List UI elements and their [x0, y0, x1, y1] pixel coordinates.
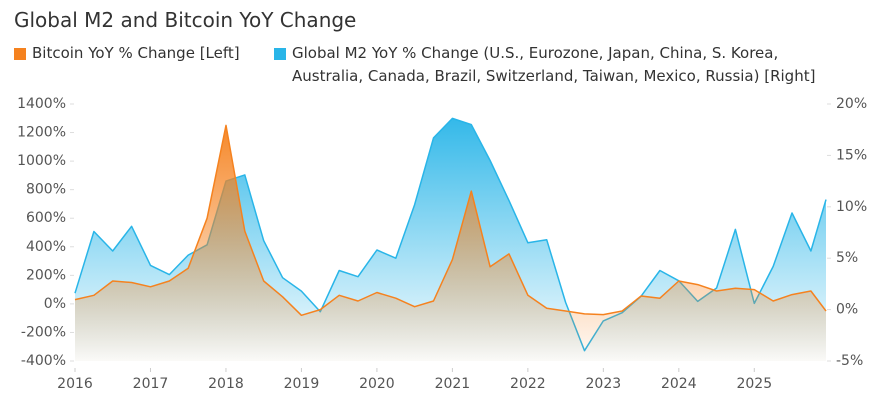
x-tick-label: 2024: [661, 376, 697, 392]
y-tick-label: 0%: [44, 296, 66, 312]
y-tick-label: 800%: [26, 182, 66, 198]
x-tick-label: 2020: [359, 376, 395, 392]
y-tick-label: 1200%: [17, 125, 66, 141]
y2-tick-label: 10%: [836, 199, 867, 215]
y2-tick-label: 0%: [836, 302, 858, 318]
y-tick-label: 400%: [26, 239, 66, 255]
x-tick-label: 2025: [736, 376, 772, 392]
legend-label: Bitcoin YoY % Change [Left]: [32, 44, 240, 62]
legend-label: Global M2 YoY % Change (U.S., Eurozone, …: [292, 44, 816, 85]
area: [75, 125, 826, 362]
x-tick-label: 2021: [435, 376, 471, 392]
legend-item: Global M2 YoY % Change (U.S., Eurozone, …: [274, 42, 854, 88]
line: [74, 124, 827, 317]
y2-tick-label: 15%: [836, 147, 867, 163]
y2-tick-label: -5%: [836, 353, 863, 369]
y2-tick-label: 20%: [836, 96, 867, 112]
legend-swatch: [14, 48, 26, 60]
y-tick-label: -400%: [21, 353, 66, 369]
y-tick-label: 600%: [26, 210, 66, 226]
y-tick-label: 1000%: [17, 153, 66, 169]
x-tick-label: 2017: [133, 376, 169, 392]
y2-tick-label: 5%: [836, 250, 858, 266]
x-tick-label: 2019: [284, 376, 320, 392]
x-tick-label: 2018: [208, 376, 244, 392]
x-tick-label: 2023: [586, 376, 622, 392]
x-tick-label: 2022: [510, 376, 546, 392]
y-tick-label: 200%: [26, 267, 66, 283]
y-tick-label: 1400%: [17, 96, 66, 112]
x-tick-label: 2016: [57, 376, 93, 392]
legend-swatch: [274, 48, 286, 60]
chart-title: Global M2 and Bitcoin YoY Change: [14, 8, 357, 32]
legend-item: Bitcoin YoY % Change [Left]: [14, 42, 240, 65]
y-tick-label: -200%: [21, 324, 66, 340]
